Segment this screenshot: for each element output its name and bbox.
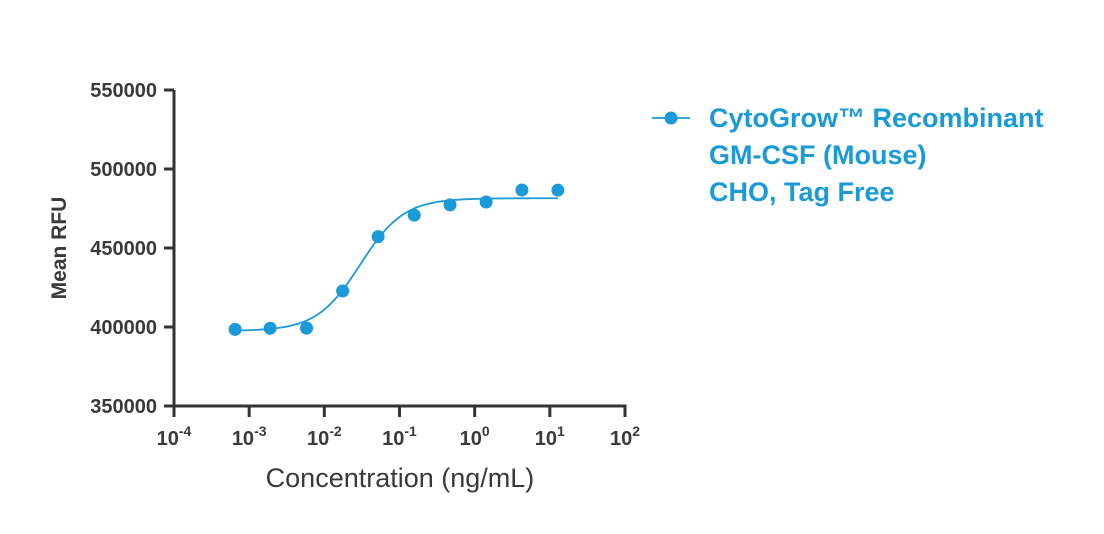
data-point [515, 183, 529, 197]
legend: CytoGrow™ Recombinant GM-CSF (Mouse) CHO, … [652, 103, 1044, 207]
data-point [263, 321, 277, 335]
y-tick-label: 500000 [90, 159, 157, 181]
data-point [407, 208, 421, 222]
x-tick-label: 10-1 [382, 423, 417, 450]
x-tick-label: 101 [535, 423, 565, 450]
y-tick-label: 450000 [90, 238, 157, 260]
data-point [479, 195, 493, 209]
data-point [443, 198, 457, 212]
x-tick-label: 10-4 [157, 423, 192, 450]
y-tick-label: 550000 [90, 80, 157, 102]
data-points-layer [228, 183, 565, 336]
data-point [371, 230, 385, 244]
y-tick-label: 350000 [90, 396, 157, 418]
legend-label: CytoGrow™ Recombinant [709, 103, 1044, 133]
x-tick-label: 100 [460, 423, 490, 450]
y-axis-title: Mean RFU [48, 197, 71, 300]
x-axis-title: Concentration (ng/mL) [266, 463, 535, 493]
legend-label: GM-CSF (Mouse) [709, 140, 926, 170]
data-point [551, 183, 565, 197]
y-tick-label: 400000 [90, 317, 157, 339]
data-point [336, 284, 350, 298]
x-tick-label: 10-3 [232, 423, 267, 450]
x-tick-label: 102 [610, 423, 640, 450]
fit-curve [235, 197, 558, 332]
fit-curve-layer [235, 197, 558, 332]
data-point [228, 322, 242, 336]
legend-marker [664, 111, 678, 125]
legend-label: CHO, Tag Free [709, 177, 895, 207]
data-point [300, 321, 314, 335]
x-tick-label: 10-2 [307, 423, 342, 450]
